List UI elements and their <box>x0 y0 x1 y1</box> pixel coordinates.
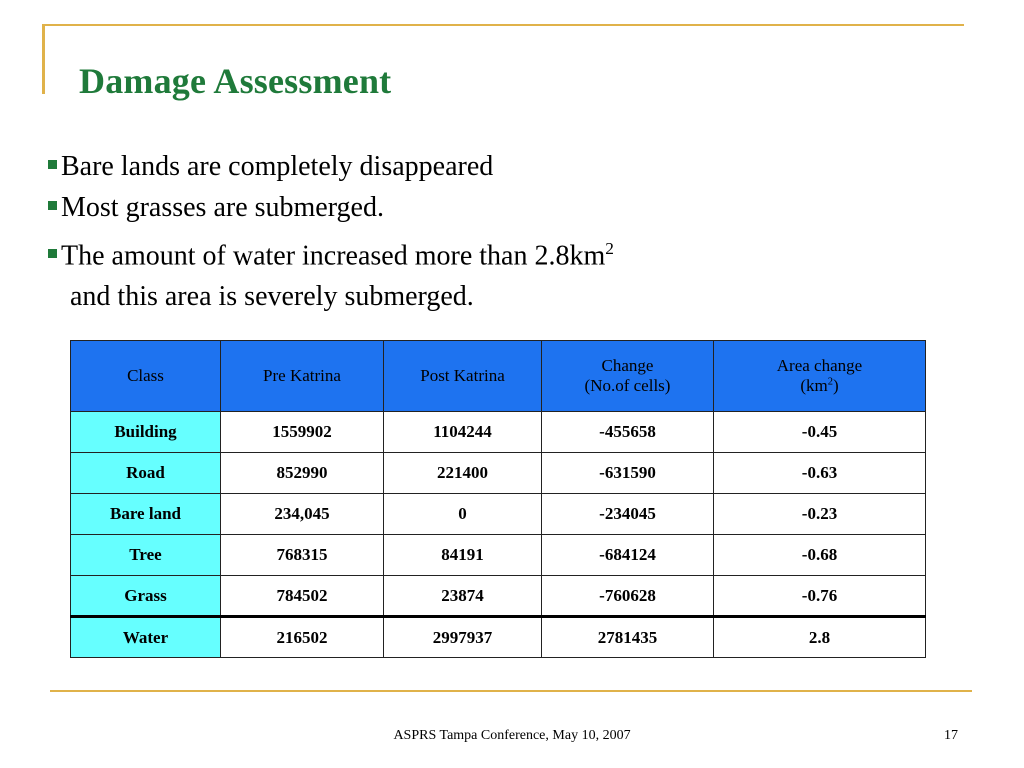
area-cell: -0.45 <box>713 411 926 453</box>
change-cell: -234045 <box>541 493 714 535</box>
bullet-text: The amount of water increased more than … <box>61 239 614 272</box>
page-number: 17 <box>944 728 958 743</box>
post-cell: 221400 <box>383 452 542 494</box>
table-row: Building 1559902 1104244 -455658 -0.45 <box>70 411 926 453</box>
slide-title: Damage Assessment <box>79 61 392 101</box>
header-class: Class <box>70 340 221 412</box>
bullet-list: Bare lands are completely disappeared Mo… <box>48 146 614 317</box>
class-cell: Road <box>70 452 221 494</box>
header-area-change: Area change (km2) <box>713 340 926 412</box>
area-cell: -0.76 <box>713 575 926 617</box>
table-row: Water 216502 2997937 2781435 2.8 <box>70 615 926 658</box>
square-bullet-icon <box>48 160 57 169</box>
post-cell: 1104244 <box>383 411 542 453</box>
post-cell: 2997937 <box>383 615 542 658</box>
table-row: Tree 768315 84191 -684124 -0.68 <box>70 534 926 576</box>
change-cell: -684124 <box>541 534 714 576</box>
post-cell: 23874 <box>383 575 542 617</box>
pre-cell: 1559902 <box>220 411 384 453</box>
class-cell: Bare land <box>70 493 221 535</box>
class-cell: Water <box>70 615 221 658</box>
header-pre-katrina: Pre Katrina <box>220 340 384 412</box>
class-cell: Building <box>70 411 221 453</box>
superscript: 2 <box>605 239 614 258</box>
change-cell: -455658 <box>541 411 714 453</box>
area-cell: -0.23 <box>713 493 926 535</box>
area-cell: -0.68 <box>713 534 926 576</box>
change-cell: -760628 <box>541 575 714 617</box>
frame-top-line <box>42 24 964 26</box>
header-post-katrina: Post Katrina <box>383 340 542 412</box>
pre-cell: 784502 <box>220 575 384 617</box>
footer-line <box>50 690 972 692</box>
change-cell: 2781435 <box>541 615 714 658</box>
table-row: Grass 784502 23874 -760628 -0.76 <box>70 575 926 617</box>
pre-cell: 234,045 <box>220 493 384 535</box>
table-header-row: Class Pre Katrina Post Katrina Change (No… <box>70 340 926 412</box>
pre-cell: 768315 <box>220 534 384 576</box>
damage-table: Class Pre Katrina Post Katrina Change (No… <box>70 340 926 658</box>
bullet-item: Most grasses are submerged. <box>48 187 614 228</box>
bullet-item: Bare lands are completely disappeared <box>48 146 614 187</box>
footer-text: ASPRS Tampa Conference, May 10, 2007 <box>393 728 631 743</box>
square-bullet-icon <box>48 201 57 210</box>
post-cell: 84191 <box>383 534 542 576</box>
bullet-text: Most grasses are submerged. <box>61 192 384 223</box>
change-cell: -631590 <box>541 452 714 494</box>
class-cell: Tree <box>70 534 221 576</box>
square-bullet-icon <box>48 249 57 259</box>
area-cell: 2.8 <box>713 615 926 658</box>
class-cell: Grass <box>70 575 221 617</box>
header-change: Change (No.of cells) <box>541 340 714 412</box>
area-cell: -0.63 <box>713 452 926 494</box>
table-row: Road 852990 221400 -631590 -0.63 <box>70 452 926 494</box>
pre-cell: 216502 <box>220 615 384 658</box>
bullet-text: Bare lands are completely disappeared <box>61 151 494 182</box>
frame-left-line <box>42 24 45 94</box>
bullet-item: The amount of water increased more than … <box>48 228 614 276</box>
post-cell: 0 <box>383 493 542 535</box>
pre-cell: 852990 <box>220 452 384 494</box>
bullet-continuation: and this area is severely submerged. <box>70 281 474 313</box>
table-row: Bare land 234,045 0 -234045 -0.23 <box>70 493 926 535</box>
